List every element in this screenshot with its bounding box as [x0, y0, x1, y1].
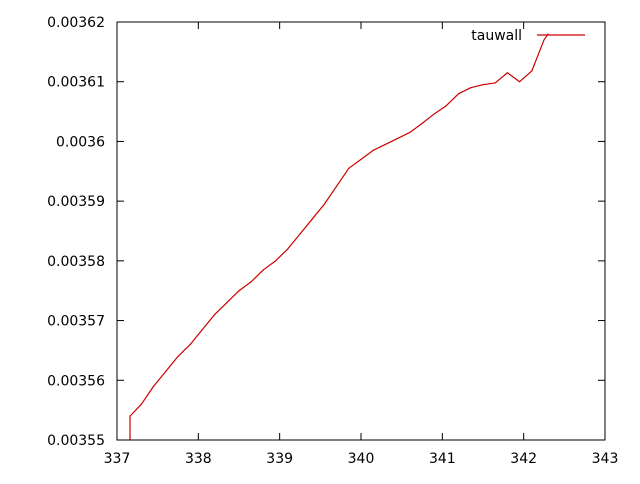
data-point — [299, 233, 301, 235]
data-point — [421, 122, 423, 125]
data-point — [177, 355, 179, 357]
data-point — [189, 343, 191, 346]
data-point — [311, 218, 313, 220]
x-tick-label: 343 — [592, 451, 619, 467]
legend-label: tauwall — [471, 28, 522, 44]
y-tick-label: 0.00358 — [47, 254, 105, 270]
y-tick-label: 0.00356 — [47, 373, 105, 389]
data-point — [482, 84, 484, 86]
x-tick-label: 340 — [348, 451, 375, 467]
tick-labels: 337 338 339 340 341 342 343 0.00355 0.00356 0.003… — [47, 15, 618, 467]
x-tick-label: 338 — [185, 451, 212, 467]
data-point — [165, 370, 167, 372]
y-tick-label: 0.00362 — [47, 15, 105, 31]
data-point — [360, 158, 362, 160]
data-point — [409, 131, 411, 134]
data-point — [275, 260, 277, 262]
data-point — [336, 185, 338, 187]
x-tick-label: 342 — [510, 451, 537, 467]
data-point — [372, 149, 374, 151]
data-point — [214, 314, 216, 316]
data-point — [287, 248, 289, 250]
x-tick-label: 341 — [429, 451, 456, 467]
data-point — [445, 105, 447, 107]
data-point — [250, 281, 252, 283]
plot-frame — [116, 21, 606, 441]
data-point — [140, 403, 142, 405]
data-point — [494, 82, 496, 84]
data-point — [262, 269, 264, 271]
x-tick-label: 339 — [266, 451, 293, 467]
data-point — [348, 167, 350, 169]
data-point — [547, 33, 549, 35]
data-point — [323, 203, 325, 205]
data-point — [433, 113, 435, 115]
data-point — [506, 72, 508, 74]
x-tick-label: 337 — [104, 451, 131, 467]
y-tick-label: 0.00359 — [47, 194, 105, 210]
data-point — [226, 302, 228, 304]
data-point — [543, 39, 545, 41]
data-point — [384, 143, 386, 146]
data-point — [458, 93, 460, 95]
series-lines — [129, 33, 549, 441]
data-point — [238, 290, 240, 292]
y-tick-label: 0.00355 — [47, 433, 105, 449]
data-point — [397, 137, 399, 140]
data-point — [129, 415, 131, 417]
y-tick-label: 0.00357 — [47, 314, 105, 330]
data-point — [531, 70, 533, 72]
y-tick-label: 0.0036 — [56, 134, 105, 150]
data-point — [153, 385, 155, 387]
data-point — [519, 81, 521, 83]
data-point — [201, 328, 203, 331]
y-tick-label: 0.00361 — [47, 75, 105, 91]
legend: tauwall — [471, 28, 585, 44]
data-point — [470, 87, 472, 89]
